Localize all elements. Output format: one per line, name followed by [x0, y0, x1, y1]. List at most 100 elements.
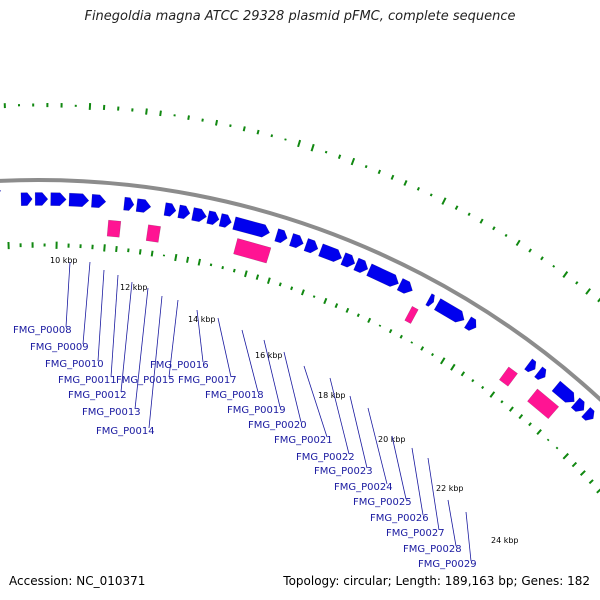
- gc-mark: [232, 268, 236, 273]
- gc-mark: [467, 212, 471, 217]
- cds-feature: [524, 358, 537, 373]
- gc-mark: [229, 124, 232, 128]
- gc-mark: [115, 246, 118, 253]
- gc-mark: [367, 317, 372, 324]
- gene-label: FMG_P0026: [370, 513, 429, 524]
- gene-label: FMG_P0023: [314, 466, 373, 477]
- gene-leader-line: [447, 499, 457, 547]
- gc-mark: [515, 239, 521, 247]
- gc-mark: [138, 249, 142, 255]
- gc-mark: [377, 169, 382, 175]
- scale-tick-label: 20 kbp: [378, 435, 406, 444]
- cds-feature: [274, 228, 288, 244]
- gc-skew-outer-track: [3, 102, 600, 303]
- gene-leader-line: [120, 281, 133, 393]
- gc-mark: [197, 258, 202, 266]
- gc-mark: [145, 108, 148, 115]
- gc-mark: [579, 470, 586, 476]
- gene-label: FMG_P0015: [116, 375, 175, 386]
- map-title: Finegoldia magna ATCC 29328 plasmid pFMC…: [84, 9, 516, 24]
- gc-mark: [334, 303, 339, 309]
- gene-leader-line: [303, 365, 328, 438]
- gc-mark: [518, 414, 524, 420]
- gc-mark: [256, 129, 260, 135]
- gc-mark: [430, 352, 435, 357]
- gene-label: FMG_P0009: [30, 342, 89, 353]
- gc-mark: [460, 371, 466, 377]
- cds-feature: [91, 194, 107, 209]
- gc-mark: [266, 277, 271, 284]
- cds-feature: [534, 366, 547, 381]
- gc-mark: [209, 263, 213, 267]
- cds-feature: [303, 238, 319, 254]
- gc-mark: [504, 233, 508, 237]
- gc-mark: [174, 253, 178, 262]
- gene-label: FMG_P0013: [82, 407, 141, 418]
- gene-label: FMG_P0028: [403, 544, 462, 555]
- cds-feature: [177, 204, 191, 220]
- gc-mark: [159, 110, 162, 117]
- cds-feature: [123, 196, 135, 211]
- gc-mark: [214, 119, 219, 126]
- gene-label: FMG_P0018: [205, 390, 264, 401]
- rna-feature: [145, 224, 161, 243]
- gc-mark: [242, 126, 246, 132]
- gc-mark: [186, 256, 190, 263]
- cds-feature: [288, 233, 304, 249]
- gc-mark: [571, 461, 578, 468]
- cds-feature: [50, 192, 67, 207]
- cds-feature: [206, 210, 220, 225]
- gc-mark: [410, 341, 414, 344]
- gene-label: FMG_P0027: [386, 528, 445, 539]
- cds-feature: [163, 202, 177, 217]
- gc-mark: [300, 289, 305, 296]
- rna-feature: [404, 305, 419, 324]
- cds-feature: [191, 207, 207, 223]
- gc-mark: [378, 324, 382, 327]
- gene-label: FMG_P0019: [227, 405, 286, 416]
- gene-leader-line: [263, 339, 281, 408]
- cds-feature: [433, 298, 465, 323]
- gene-leader-line: [427, 457, 440, 531]
- rna-feature: [233, 238, 272, 264]
- gene-leader-line: [465, 511, 472, 562]
- gene-label: FMG_P0010: [45, 359, 104, 370]
- cds-feature: [396, 278, 413, 294]
- accession-text: Accession: NC_010371: [9, 574, 146, 588]
- gc-mark: [345, 307, 350, 313]
- gene-label: FMG_P0025: [353, 497, 412, 508]
- gene-leader-line: [196, 309, 204, 363]
- gene-leader-line: [283, 351, 302, 423]
- topology-text: Topology: circular; Length: 189,163 bp; …: [283, 574, 590, 588]
- gc-mark: [290, 286, 294, 291]
- rna-feature: [498, 366, 518, 387]
- gc-mark: [323, 297, 328, 305]
- gc-mark: [221, 265, 225, 270]
- plasmid-backbone: [0, 178, 600, 403]
- gene-label: FMG_P0024: [334, 482, 393, 493]
- gc-mark: [356, 313, 360, 318]
- cds-feature: [463, 316, 477, 331]
- scale-tick-label: 24 kbp: [491, 536, 519, 545]
- gene-label: FMG_P0029: [418, 559, 477, 570]
- feature-track: [0, 189, 595, 421]
- gc-mark: [500, 400, 504, 404]
- gc-mark: [399, 334, 403, 339]
- gene-leader-line: [110, 274, 119, 378]
- gc-mark: [479, 218, 484, 224]
- gc-mark: [103, 244, 106, 252]
- gene-leader-line: [168, 299, 179, 378]
- scale-tick-label: 14 kbp: [188, 315, 216, 324]
- gene-leader-line: [241, 329, 259, 393]
- gc-mark: [562, 271, 569, 278]
- gene-leader-line: [349, 395, 368, 469]
- rna-feature: [527, 388, 560, 420]
- gene-leader-line: [134, 287, 149, 410]
- gc-mark: [364, 165, 368, 169]
- gc-mark: [508, 406, 514, 412]
- cds-feature: [425, 293, 435, 307]
- gc-mark: [150, 250, 154, 257]
- gc-mark: [270, 134, 274, 138]
- gene-label: FMG_P0022: [296, 452, 355, 463]
- gc-mark: [324, 150, 328, 154]
